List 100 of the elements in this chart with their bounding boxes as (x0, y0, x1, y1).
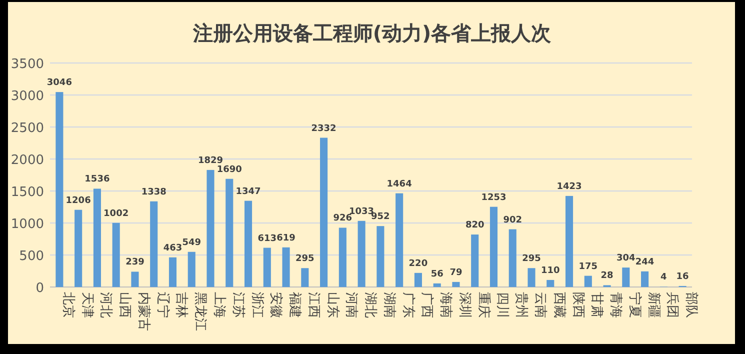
data-label: 926 (333, 214, 352, 224)
y-tick-label: 3500 (10, 57, 44, 72)
bar (471, 234, 479, 287)
data-label: 16 (676, 272, 689, 282)
bar (641, 271, 649, 287)
bar (168, 257, 177, 287)
y-tick-label: 3000 (10, 89, 44, 104)
bar (508, 229, 516, 287)
x-tick-label: 内蒙古 (136, 292, 151, 331)
data-label: 1338 (141, 187, 166, 198)
x-tick-label: 湖北 (362, 292, 378, 318)
y-tick-label: 500 (19, 249, 44, 264)
x-tick-label: 海南 (438, 292, 454, 318)
bar (622, 268, 630, 287)
bar (93, 188, 101, 287)
x-tick-label: 河南 (344, 292, 359, 318)
x-tick-label: 青海 (608, 292, 624, 318)
bar (338, 228, 346, 287)
x-tick-label: 河北 (98, 292, 114, 318)
data-label: 244 (635, 257, 654, 268)
data-label: 4 (660, 272, 667, 283)
x-tick-label: 福建 (287, 292, 302, 318)
bar (414, 272, 422, 287)
data-label: 56 (430, 269, 444, 280)
data-label: 1690 (216, 164, 242, 175)
data-label: 1536 (84, 174, 110, 185)
bar (301, 268, 309, 287)
x-tick-label: 山东 (324, 292, 340, 318)
data-label: 1464 (386, 179, 412, 190)
x-tick-label: 重庆 (476, 292, 491, 318)
bar (206, 170, 214, 287)
x-tick-label: 天津 (79, 292, 94, 318)
x-tick-label: 吉林 (174, 292, 189, 318)
data-label: 239 (126, 258, 144, 268)
data-label: 304 (616, 254, 636, 264)
y-tick-label: 0 (36, 281, 44, 296)
x-tick-label: 浙江 (249, 292, 264, 318)
data-label: 613 (258, 234, 277, 244)
data-label: 1253 (481, 192, 506, 203)
bar (150, 201, 158, 287)
bar (433, 283, 441, 287)
x-tick-label: 广西 (419, 292, 434, 318)
x-tick-label: 宁夏 (626, 292, 643, 318)
data-label: 619 (276, 233, 296, 244)
y-tick-label: 2000 (10, 153, 44, 168)
x-tick-label: 兵团 (664, 292, 680, 318)
x-tick-label: 江苏 (230, 292, 246, 318)
data-label: 549 (182, 238, 202, 248)
x-tick-label: 新疆 (646, 292, 661, 318)
x-tick-label: 深圳 (456, 292, 472, 318)
y-tick-label: 1500 (10, 185, 44, 200)
bar (263, 248, 271, 287)
bar (56, 92, 64, 287)
y-tick-label: 2500 (10, 121, 44, 136)
x-tick-label: 安徽 (268, 292, 284, 318)
data-label: 28 (600, 271, 614, 282)
bar (131, 272, 139, 287)
x-tick-label: 部队 (684, 292, 699, 318)
data-label: 2332 (311, 124, 336, 134)
data-label: 952 (371, 212, 390, 222)
bar (584, 276, 592, 287)
data-label: 110 (540, 266, 560, 276)
bar (528, 268, 536, 287)
data-label: 295 (296, 254, 314, 264)
data-label: 463 (163, 243, 182, 254)
x-tick-label: 北京 (60, 292, 76, 318)
bar (282, 247, 290, 287)
bar (188, 252, 196, 287)
y-tick-label: 1000 (10, 217, 44, 232)
bar (565, 196, 574, 287)
data-label: 1002 (104, 208, 129, 219)
x-tick-label: 黑龙江 (192, 292, 208, 331)
x-tick-label: 湖南 (381, 292, 396, 318)
data-label: 1423 (556, 182, 582, 192)
x-tick-label: 甘肃 (589, 292, 604, 318)
x-tick-label: 陕西 (570, 292, 586, 318)
x-tick-label: 辽宁 (154, 292, 171, 318)
bar (490, 206, 498, 287)
bar (358, 220, 366, 287)
data-label: 902 (503, 215, 522, 226)
bar (376, 226, 384, 287)
bar (112, 222, 120, 287)
data-label: 3046 (46, 78, 72, 88)
bar (74, 210, 82, 287)
bar (452, 282, 460, 287)
data-label: 220 (408, 258, 428, 269)
data-label: 1829 (198, 156, 224, 166)
bar (244, 200, 252, 287)
bar (396, 193, 404, 287)
bar (546, 280, 554, 287)
x-tick-label: 贵州 (514, 292, 529, 318)
x-tick-label: 山西 (117, 292, 132, 318)
data-label: 1347 (236, 186, 261, 197)
chart-title: 注册公用设备工程师(动力)各省上报人次 (192, 21, 552, 45)
bar (320, 138, 328, 287)
data-label: 175 (578, 262, 598, 272)
x-tick-label: 四川 (494, 292, 510, 318)
data-label: 820 (465, 220, 484, 231)
data-label: 79 (450, 268, 462, 278)
x-tick-label: 云南 (532, 292, 548, 318)
